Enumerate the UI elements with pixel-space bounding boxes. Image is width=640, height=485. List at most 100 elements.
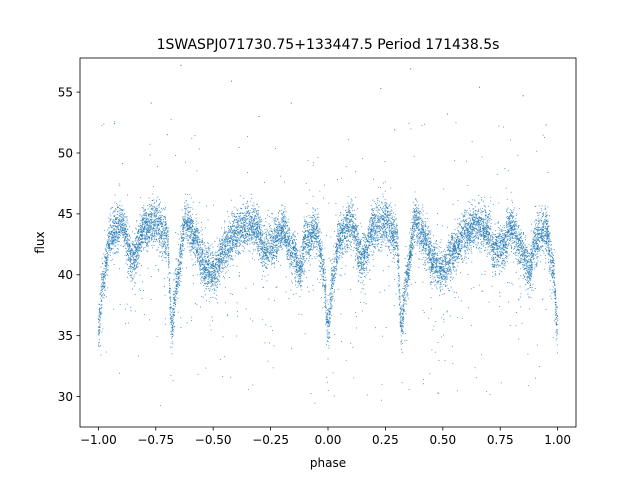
data-point <box>461 247 463 249</box>
data-point <box>368 247 369 248</box>
data-point <box>512 202 514 203</box>
data-point <box>496 244 498 246</box>
data-point <box>133 245 135 247</box>
data-point <box>494 252 496 254</box>
data-point <box>259 232 261 234</box>
data-point <box>521 248 523 250</box>
data-point <box>172 341 174 343</box>
data-point <box>355 229 357 231</box>
data-point <box>387 216 389 218</box>
data-point <box>419 243 421 245</box>
data-point <box>538 247 540 249</box>
data-point <box>207 268 209 270</box>
data-point <box>168 263 170 264</box>
data-point <box>430 269 431 271</box>
data-point <box>472 214 474 216</box>
data-point <box>191 221 193 223</box>
data-point <box>371 228 372 230</box>
data-point <box>293 249 295 251</box>
data-point <box>416 220 418 222</box>
data-point <box>515 312 517 313</box>
data-point <box>390 202 392 204</box>
data-point <box>493 243 495 245</box>
data-point <box>452 238 454 240</box>
data-point <box>162 254 164 256</box>
data-point <box>153 227 155 229</box>
data-point <box>119 231 121 232</box>
data-point <box>253 233 255 235</box>
data-point <box>242 213 244 214</box>
data-point <box>427 241 429 243</box>
data-point <box>325 314 327 316</box>
data-point <box>215 273 217 275</box>
data-point <box>151 235 153 237</box>
data-point <box>312 249 313 251</box>
data-point <box>467 230 469 232</box>
data-point <box>502 236 504 238</box>
data-point <box>183 232 184 234</box>
data-point <box>310 237 312 239</box>
data-point <box>205 273 207 275</box>
data-point <box>184 223 186 225</box>
data-point <box>298 270 300 272</box>
data-point <box>232 233 234 235</box>
data-point <box>522 250 524 252</box>
data-point <box>422 236 424 237</box>
data-point <box>279 234 281 236</box>
data-point <box>113 222 115 224</box>
data-point <box>515 224 517 226</box>
data-point <box>252 258 254 260</box>
data-point <box>341 231 343 232</box>
data-point <box>423 234 425 236</box>
data-point <box>137 231 139 233</box>
data-point <box>520 255 522 257</box>
data-point <box>219 253 221 255</box>
data-point <box>194 254 196 256</box>
data-point <box>506 208 508 210</box>
data-point <box>502 226 504 228</box>
data-point <box>473 216 475 218</box>
data-point <box>452 251 453 253</box>
data-point <box>549 280 551 282</box>
data-point <box>132 256 134 258</box>
data-point <box>407 277 409 279</box>
data-point <box>298 281 299 282</box>
data-point <box>197 261 199 263</box>
data-point <box>168 280 170 282</box>
data-point <box>473 229 475 231</box>
data-point <box>501 253 503 255</box>
data-point <box>113 215 115 217</box>
data-point <box>435 283 437 285</box>
data-point <box>359 222 361 224</box>
data-point <box>166 228 168 230</box>
data-point <box>529 279 531 281</box>
data-point <box>164 209 166 210</box>
data-point <box>200 273 202 275</box>
data-point <box>300 277 302 279</box>
data-point <box>308 249 310 251</box>
data-point <box>131 251 133 253</box>
data-point <box>518 245 520 246</box>
data-point <box>527 255 528 257</box>
data-point <box>191 240 193 241</box>
data-point <box>369 222 371 224</box>
data-point <box>119 222 121 224</box>
data-point <box>523 276 525 278</box>
data-point <box>304 220 305 222</box>
data-point <box>305 236 307 238</box>
data-point <box>372 221 373 223</box>
data-point <box>122 212 124 214</box>
data-point <box>295 261 297 263</box>
data-point <box>274 251 276 253</box>
data-point <box>284 215 286 217</box>
data-point <box>296 272 298 274</box>
data-point <box>382 215 384 217</box>
data-point <box>336 260 338 262</box>
data-point <box>142 218 144 220</box>
data-point <box>393 220 395 222</box>
data-point <box>383 234 385 236</box>
data-point <box>533 254 534 256</box>
data-point <box>416 237 418 239</box>
data-point <box>221 268 223 270</box>
data-point <box>405 273 407 274</box>
